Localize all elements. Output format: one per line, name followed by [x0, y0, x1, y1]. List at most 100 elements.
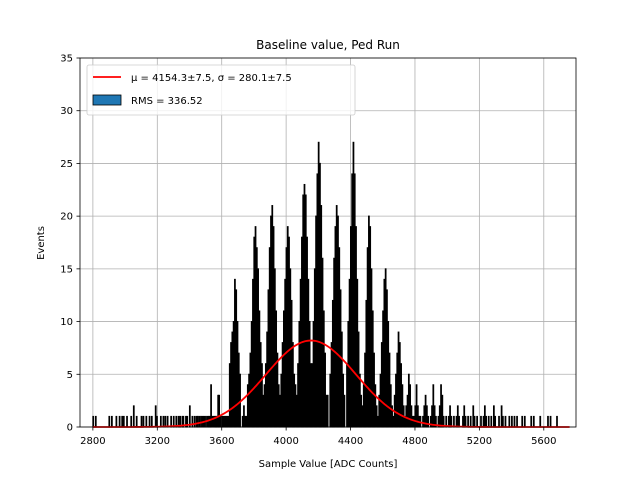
histogram-bar: [267, 289, 270, 428]
histogram-bar: [483, 405, 486, 428]
histogram-bar: [405, 405, 408, 428]
histogram-bar: [166, 415, 169, 428]
histogram-bar: [222, 415, 225, 428]
histogram-bar: [294, 384, 297, 428]
histogram-bar: [254, 226, 257, 428]
histogram-bar: [315, 215, 317, 428]
histogram-bar: [156, 415, 158, 428]
histogram-bar: [429, 415, 432, 428]
histogram-bar: [368, 215, 370, 428]
histogram-bar: [262, 394, 265, 428]
histogram-bar: [377, 415, 379, 428]
legend-patch-swatch: [92, 94, 122, 106]
histogram-bar: [301, 236, 303, 428]
histogram-bar: [261, 363, 263, 428]
histogram-bar: [135, 415, 138, 428]
histogram-bar: [549, 415, 552, 428]
histogram-bar: [268, 247, 271, 428]
histogram-bar: [530, 415, 533, 428]
y-tick-label: 0: [67, 423, 73, 434]
histogram-bar: [250, 321, 253, 428]
histogram-bar: [252, 278, 254, 428]
histogram-bar: [121, 415, 124, 428]
histogram-bar: [473, 415, 476, 428]
histogram-bar: [337, 215, 339, 428]
histogram-bar: [422, 415, 424, 428]
plot-frame: [79, 57, 577, 428]
histogram-bar: [532, 415, 535, 428]
histogram-bar: [227, 415, 230, 428]
histogram-bar: [482, 415, 485, 428]
histogram-bar: [198, 415, 201, 428]
histogram-bar: [293, 373, 296, 428]
histogram-bar: [126, 415, 128, 428]
histogram-bar: [476, 415, 478, 428]
histogram-bar: [162, 415, 165, 428]
histogram-bar: [210, 384, 212, 428]
histogram-bar: [245, 415, 248, 428]
histogram-bar: [455, 415, 458, 428]
histogram-bar: [241, 415, 244, 428]
histogram-bar: [388, 352, 391, 428]
histogram-bar: [248, 373, 250, 428]
histogram-bar: [275, 310, 278, 428]
histogram-bar: [283, 310, 285, 428]
histogram-bar: [504, 415, 507, 428]
histogram-bar: [94, 415, 97, 428]
histogram-bar: [387, 321, 390, 428]
x-tick-label: 4000: [273, 436, 298, 447]
histogram-bar: [352, 141, 355, 428]
histogram-bar: [111, 415, 113, 428]
histogram-bar: [556, 415, 558, 428]
histogram-bar: [317, 141, 320, 428]
chart-title: Baseline value, Ped Run: [256, 38, 400, 52]
y-tick-label: 15: [60, 264, 73, 275]
histogram-bar: [353, 173, 356, 428]
histogram-bar: [480, 415, 482, 428]
histogram-bar: [219, 415, 222, 428]
histogram-bar: [469, 415, 472, 428]
legend-fit-label: μ = 4154.3±7.5, σ = 280.1±7.5: [131, 73, 292, 84]
histogram-bar: [108, 415, 111, 428]
histogram-bar: [502, 415, 504, 428]
histogram-bar: [142, 415, 145, 428]
histogram-bar: [145, 415, 148, 428]
histogram-bar: [338, 247, 341, 428]
histogram-bar: [191, 415, 194, 428]
histogram-bar: [244, 415, 247, 428]
histogram-bar: [249, 352, 252, 428]
x-tick-label: 4400: [338, 436, 363, 447]
histogram-bar: [371, 310, 374, 428]
histogram-bar: [413, 415, 415, 428]
histogram-bar: [303, 183, 306, 428]
histogram-bar: [316, 173, 319, 428]
histogram-bar: [273, 268, 276, 428]
histogram-bar: [472, 405, 475, 428]
histogram-bar: [373, 352, 375, 428]
histogram-bar: [343, 394, 346, 428]
x-tick-label: 4800: [402, 436, 427, 447]
histogram-bar: [231, 331, 234, 428]
histogram-bar: [494, 415, 497, 428]
histogram-bar: [311, 363, 314, 428]
x-tick-label: 3600: [209, 436, 234, 447]
histogram-bar: [299, 278, 302, 428]
histogram-bar: [523, 415, 526, 428]
histogram-bar: [375, 405, 378, 428]
histogram-bar: [334, 226, 337, 428]
histogram-bar: [221, 415, 223, 428]
histogram-bar: [223, 415, 226, 428]
histogram-bar: [362, 384, 365, 428]
histogram-bar: [266, 331, 268, 428]
histogram-bar: [351, 173, 354, 428]
histogram-bar: [490, 415, 493, 428]
histogram-bar: [342, 373, 345, 428]
histogram-bar: [464, 415, 467, 428]
histogram-bar: [140, 415, 143, 428]
histogram-bar: [335, 205, 338, 428]
histogram-bar: [508, 415, 511, 428]
histogram-bar: [159, 415, 162, 428]
histogram-bar: [295, 394, 298, 428]
histogram-bar: [288, 236, 290, 428]
